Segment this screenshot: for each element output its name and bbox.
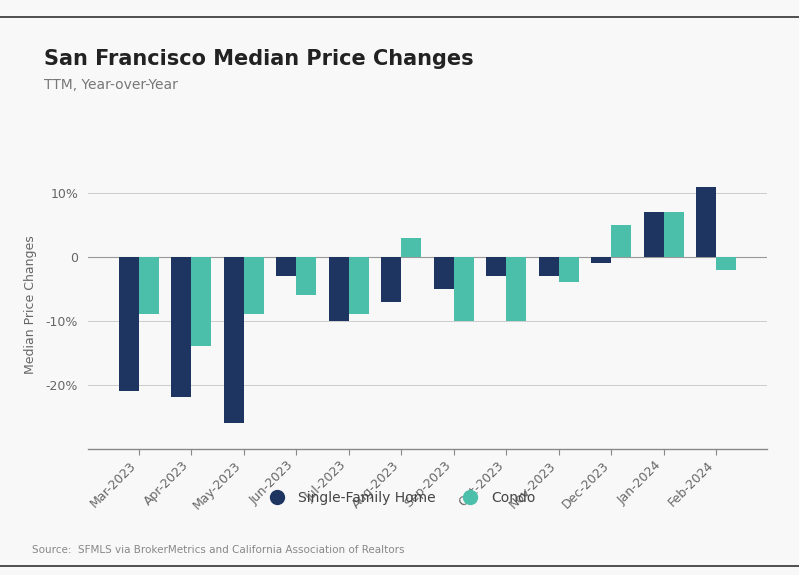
Y-axis label: Median Price Changes: Median Price Changes bbox=[25, 235, 38, 374]
Bar bbox=[716, 257, 736, 270]
Bar bbox=[559, 257, 578, 282]
Bar bbox=[348, 257, 368, 315]
Bar bbox=[434, 257, 454, 289]
Bar bbox=[696, 186, 716, 257]
Text: San Francisco Median Price Changes: San Francisco Median Price Changes bbox=[44, 49, 474, 69]
Bar bbox=[539, 257, 559, 276]
Bar bbox=[224, 257, 244, 423]
Bar bbox=[507, 257, 527, 321]
Bar bbox=[119, 257, 139, 391]
Bar bbox=[591, 257, 611, 263]
Bar bbox=[381, 257, 401, 301]
Bar bbox=[296, 257, 316, 295]
Bar bbox=[401, 237, 421, 257]
Bar bbox=[664, 212, 684, 257]
Bar bbox=[644, 212, 664, 257]
Bar bbox=[328, 257, 348, 321]
Bar bbox=[244, 257, 264, 315]
Legend: Single-Family Home, Condo: Single-Family Home, Condo bbox=[258, 485, 541, 511]
Text: Source:  SFMLS via BrokerMetrics and California Association of Realtors: Source: SFMLS via BrokerMetrics and Cali… bbox=[32, 545, 404, 555]
Bar bbox=[191, 257, 211, 346]
Bar bbox=[171, 257, 191, 397]
Text: TTM, Year-over-Year: TTM, Year-over-Year bbox=[44, 78, 178, 91]
Bar bbox=[276, 257, 296, 276]
Bar bbox=[454, 257, 474, 321]
Bar bbox=[611, 225, 631, 257]
Bar bbox=[487, 257, 507, 276]
Bar bbox=[139, 257, 159, 315]
